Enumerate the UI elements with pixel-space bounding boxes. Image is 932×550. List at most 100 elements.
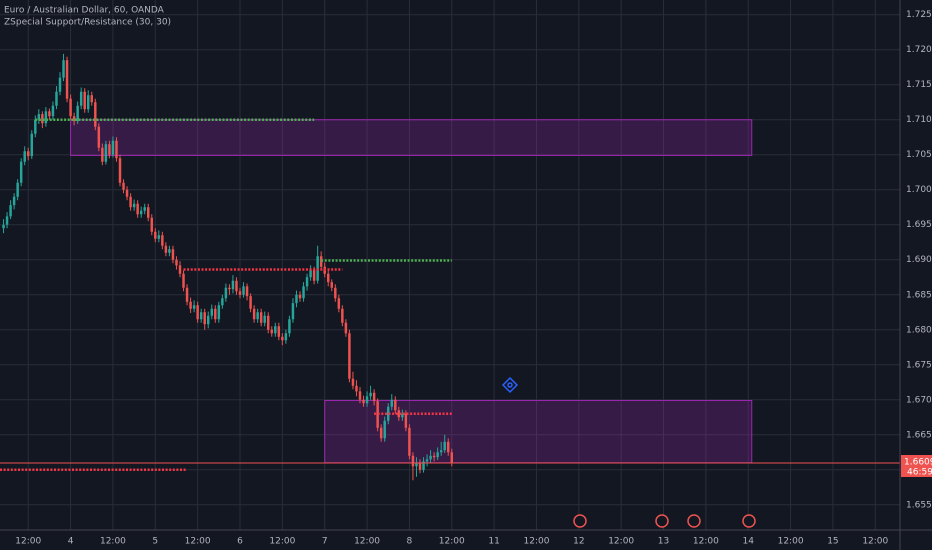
candle-body — [182, 273, 185, 288]
sr-zone — [324, 399, 753, 464]
x-tick-label: 7 — [322, 537, 328, 547]
candle-body — [312, 269, 316, 281]
y-tick-label: 1.72500 — [906, 10, 932, 20]
candle-body — [256, 312, 259, 320]
candle-body — [94, 102, 97, 127]
candle-body — [210, 308, 213, 316]
candle-body — [302, 286, 305, 299]
candle-body — [238, 291, 242, 295]
x-tick-label: 12:00 — [15, 537, 41, 547]
candle-body — [207, 315, 210, 325]
x-tick-label: 12:00 — [693, 537, 719, 547]
candle-body — [37, 114, 41, 120]
candle-body — [115, 140, 118, 159]
candle-body — [422, 461, 425, 470]
candle-body — [51, 105, 55, 117]
event-icons[interactable] — [573, 514, 756, 528]
candle-body — [136, 203, 139, 215]
candle-body — [344, 322, 348, 334]
x-tick-label: 14 — [743, 537, 755, 547]
candle-body — [108, 144, 111, 155]
y-tick-label: 1.70500 — [906, 150, 932, 160]
candle-body — [44, 111, 48, 124]
candle-body — [12, 196, 16, 206]
candle-body — [394, 399, 397, 411]
candle-body — [425, 459, 429, 462]
x-tick-label: 13 — [658, 537, 669, 547]
candle-body — [397, 410, 401, 418]
candle-body — [270, 329, 273, 334]
candle-body — [125, 189, 129, 197]
x-tick-label: 12:00 — [524, 537, 550, 547]
x-tick-label: 12:00 — [608, 537, 634, 547]
countdown-label: 46:59 — [907, 467, 932, 477]
candle-body — [221, 298, 224, 306]
candle-body — [348, 333, 351, 379]
x-tick-label: 12:00 — [354, 537, 380, 547]
x-tick-label: 11 — [488, 537, 499, 547]
candle-body — [432, 455, 436, 458]
candle-body — [291, 303, 295, 320]
candle-body — [408, 427, 411, 456]
candle-body — [23, 151, 26, 162]
candle-body — [129, 196, 132, 208]
candle-body — [154, 231, 157, 239]
candle-body — [189, 301, 192, 309]
candle-body — [288, 319, 291, 334]
candle-body — [214, 308, 217, 320]
candle-body — [281, 336, 284, 341]
y-tick-label: 1.71500 — [906, 80, 932, 90]
candle-body — [87, 95, 90, 110]
x-tick-label: 15 — [827, 537, 838, 547]
y-tick-label: 1.67500 — [906, 360, 932, 370]
candle-body — [41, 114, 44, 124]
crosshair-icon[interactable] — [501, 376, 519, 394]
candle-body — [5, 216, 9, 225]
candle-body — [139, 210, 143, 215]
candle-body — [168, 249, 171, 253]
candle-body — [362, 399, 365, 404]
candle-body — [267, 315, 270, 330]
candle-body — [27, 151, 30, 157]
candle-body — [334, 287, 337, 299]
x-tick-label: 5 — [152, 537, 158, 547]
last-price-label: 1.66097 — [904, 457, 932, 467]
candle-body — [383, 420, 386, 439]
y-tick-label: 1.71000 — [906, 115, 932, 125]
x-tick-label: 6 — [237, 537, 243, 547]
candle-body — [171, 249, 175, 260]
candle-body — [48, 111, 51, 117]
candle-body — [150, 217, 153, 232]
x-tick-label: 12:00 — [778, 537, 804, 547]
candle-body — [62, 60, 65, 78]
x-tick-label: 12:00 — [185, 537, 211, 547]
candle-body — [30, 133, 33, 157]
candle-body — [298, 294, 302, 299]
candle-body — [58, 77, 62, 92]
y-tick-label: 1.67000 — [906, 395, 932, 405]
candle-body — [376, 401, 379, 428]
candle-body — [72, 116, 76, 122]
candle-body — [161, 235, 164, 246]
candle-body — [415, 462, 418, 467]
candle-body — [319, 256, 323, 267]
y-tick-label: 1.69000 — [906, 255, 932, 265]
indicator-name: ZSpecial Support/Resistance (30, 30) — [4, 18, 171, 28]
candle-body — [337, 298, 341, 309]
candle-body — [309, 269, 312, 278]
candle-body — [97, 126, 101, 148]
candle-body — [164, 245, 168, 253]
candle-body — [122, 182, 125, 190]
last-price-box — [901, 454, 932, 477]
x-tick-label: 4 — [68, 537, 74, 547]
candle-body — [358, 391, 362, 400]
x-tick-label: 12:00 — [100, 537, 126, 547]
candle-body — [132, 203, 136, 208]
candle-body — [450, 452, 453, 463]
candle-body — [16, 182, 19, 197]
y-tick-label: 1.68000 — [906, 325, 932, 335]
plot-area — [0, 53, 900, 481]
candle-body — [379, 427, 383, 439]
candle-body — [90, 95, 93, 103]
